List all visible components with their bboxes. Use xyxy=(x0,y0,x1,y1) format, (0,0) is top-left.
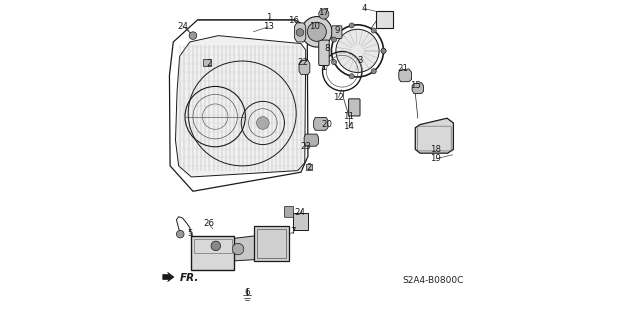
FancyBboxPatch shape xyxy=(191,236,234,270)
Text: 11: 11 xyxy=(343,112,354,121)
Polygon shape xyxy=(163,272,174,282)
Polygon shape xyxy=(412,83,424,93)
Circle shape xyxy=(177,230,184,238)
Text: 21: 21 xyxy=(397,63,408,72)
Text: 3: 3 xyxy=(357,56,363,65)
Circle shape xyxy=(381,48,386,53)
Circle shape xyxy=(349,74,354,79)
Text: 16: 16 xyxy=(289,16,300,25)
Text: 18: 18 xyxy=(431,145,442,154)
Circle shape xyxy=(211,241,221,251)
Text: 5: 5 xyxy=(187,229,193,238)
Circle shape xyxy=(371,69,376,74)
Text: 13: 13 xyxy=(263,22,274,31)
Polygon shape xyxy=(314,118,328,130)
Text: 20: 20 xyxy=(321,120,333,129)
FancyBboxPatch shape xyxy=(203,59,211,66)
FancyBboxPatch shape xyxy=(332,26,342,39)
Text: 7: 7 xyxy=(291,227,296,236)
FancyBboxPatch shape xyxy=(349,99,360,116)
FancyBboxPatch shape xyxy=(300,29,306,35)
Text: 19: 19 xyxy=(431,154,442,163)
FancyBboxPatch shape xyxy=(284,206,294,217)
FancyBboxPatch shape xyxy=(327,29,333,35)
Text: 22: 22 xyxy=(297,58,308,67)
Circle shape xyxy=(336,29,379,72)
Text: 8: 8 xyxy=(325,44,330,53)
Circle shape xyxy=(232,243,244,255)
Circle shape xyxy=(307,22,326,41)
Text: 2: 2 xyxy=(307,163,312,172)
Polygon shape xyxy=(399,69,412,82)
Text: 15: 15 xyxy=(410,81,420,90)
Text: 12: 12 xyxy=(333,93,344,102)
Text: 17: 17 xyxy=(317,8,329,17)
Circle shape xyxy=(319,9,329,19)
Text: 10: 10 xyxy=(308,22,320,31)
Polygon shape xyxy=(175,36,306,177)
Text: 14: 14 xyxy=(343,122,354,131)
FancyBboxPatch shape xyxy=(254,226,289,261)
Polygon shape xyxy=(225,236,256,261)
Polygon shape xyxy=(294,23,306,42)
FancyBboxPatch shape xyxy=(319,40,329,65)
Text: 2: 2 xyxy=(207,59,212,68)
Text: 6: 6 xyxy=(245,288,250,297)
Circle shape xyxy=(349,23,354,28)
Text: 26: 26 xyxy=(204,219,214,228)
Text: FR.: FR. xyxy=(180,273,199,283)
FancyBboxPatch shape xyxy=(293,213,308,230)
Circle shape xyxy=(296,29,304,36)
Text: 1: 1 xyxy=(266,13,271,22)
Text: 24: 24 xyxy=(177,22,188,31)
Text: S2A4-B0800C: S2A4-B0800C xyxy=(403,276,464,285)
Circle shape xyxy=(381,48,386,53)
Circle shape xyxy=(332,37,337,42)
Text: 4: 4 xyxy=(362,4,367,13)
Circle shape xyxy=(301,17,332,47)
Polygon shape xyxy=(415,118,453,153)
Circle shape xyxy=(189,32,196,40)
Circle shape xyxy=(257,117,269,129)
Polygon shape xyxy=(299,60,310,74)
Text: 23: 23 xyxy=(300,142,311,151)
Circle shape xyxy=(332,60,337,65)
Polygon shape xyxy=(304,134,319,146)
FancyBboxPatch shape xyxy=(376,11,394,28)
Circle shape xyxy=(371,28,376,33)
FancyBboxPatch shape xyxy=(306,164,312,170)
Text: 9: 9 xyxy=(335,26,340,35)
Text: 24: 24 xyxy=(295,208,306,217)
